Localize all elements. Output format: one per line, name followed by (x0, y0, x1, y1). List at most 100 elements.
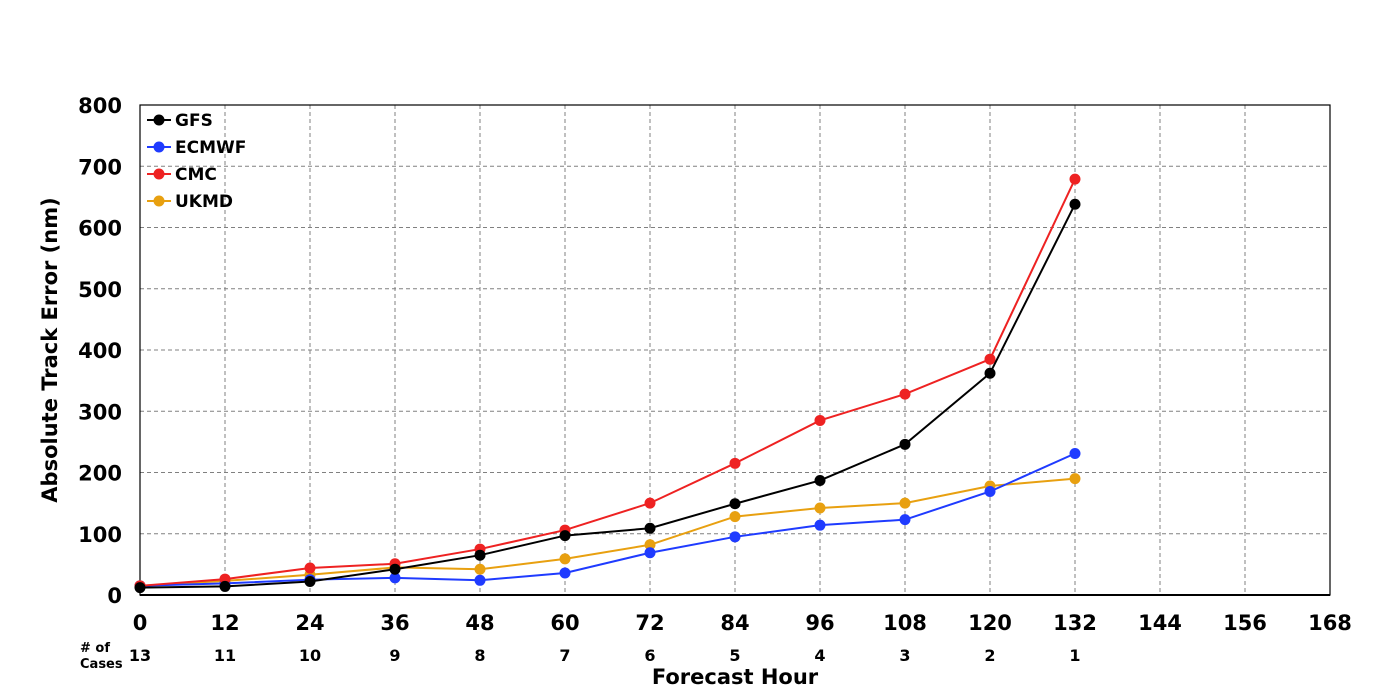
series-ecmwf (134, 448, 1081, 592)
data-point-cmc (899, 388, 911, 400)
x-tick-label: 72 (635, 611, 664, 635)
data-point-gfs (899, 438, 911, 450)
data-point-gfs (644, 522, 656, 534)
data-point-gfs (984, 367, 996, 379)
legend-item-ukmd: UKMD (147, 192, 233, 212)
y-tick-label: 500 (78, 278, 122, 302)
case-count: 4 (814, 646, 825, 665)
data-point-ukmd (1069, 473, 1081, 485)
cases-label-line2: Cases (80, 657, 123, 672)
case-count: 6 (644, 646, 655, 665)
y-tick-label: 400 (78, 339, 122, 363)
series-cmc (134, 173, 1081, 592)
data-point-ukmd (899, 497, 911, 509)
data-point-ukmd (559, 553, 571, 565)
series-layer (134, 173, 1081, 594)
data-point-ukmd (814, 502, 826, 514)
series-line-ecmwf (139, 452, 1076, 587)
x-tick-label: 108 (883, 611, 927, 635)
y-tick-label: 300 (78, 400, 122, 424)
data-point-gfs (134, 582, 146, 594)
x-tick-label: 156 (1223, 611, 1267, 635)
series-line-cmc (139, 178, 1076, 587)
data-point-ecmwf (1069, 448, 1081, 460)
case-count: 3 (899, 646, 910, 665)
cases-label: # of (80, 641, 110, 656)
legend: GFS ECMWF CMC UKMD (147, 111, 246, 212)
y-tick-label: 700 (78, 155, 122, 179)
x-tick-label: 0 (133, 611, 148, 635)
x-tick-label: 84 (720, 611, 749, 635)
data-point-gfs (1069, 198, 1081, 210)
y-tick-label: 800 (78, 94, 122, 118)
y-tick-label: 600 (78, 217, 122, 241)
series-line-gfs (139, 203, 1076, 589)
data-point-gfs (559, 530, 571, 542)
data-point-ecmwf (814, 519, 826, 531)
legend-marker (153, 114, 165, 126)
x-tick-label: 168 (1308, 611, 1352, 635)
legend-marker (153, 195, 165, 207)
data-point-cmc (814, 414, 826, 426)
data-point-ecmwf (729, 531, 741, 543)
data-point-cmc (729, 457, 741, 469)
series-line-ukmd (139, 477, 1076, 587)
case-count: 5 (729, 646, 740, 665)
data-point-ecmwf (389, 572, 401, 584)
x-tick-label: 60 (550, 611, 579, 635)
legend-label: ECMWF (175, 138, 246, 158)
case-count: 11 (214, 646, 236, 665)
legend-marker (153, 168, 165, 180)
data-point-ecmwf (559, 567, 571, 579)
legend-marker (153, 141, 165, 153)
legend-label: CMC (175, 165, 217, 185)
x-tick-label: 36 (380, 611, 409, 635)
legend-item-gfs: GFS (147, 111, 213, 131)
y-tick-label: 100 (78, 523, 122, 547)
data-point-ukmd (729, 511, 741, 523)
y-tick-labels: 0 100 200 300 400 500 600 700 800 (78, 94, 122, 608)
data-point-ecmwf (474, 574, 486, 586)
legend-label: UKMD (175, 192, 233, 212)
x-tick-label: 12 (210, 611, 239, 635)
x-tick-label: 120 (968, 611, 1012, 635)
case-count: 7 (559, 646, 570, 665)
legend-label: GFS (175, 111, 213, 131)
case-count: 9 (389, 646, 400, 665)
case-count: 13 (129, 646, 151, 665)
x-tick-label: 24 (295, 611, 324, 635)
y-tick-label: 0 (107, 584, 122, 608)
data-point-cmc (304, 562, 316, 574)
case-count: 10 (299, 646, 321, 665)
data-point-gfs (389, 563, 401, 575)
cases-row: # of Cases 13 11 10 9 8 7 6 5 4 3 2 1 (80, 641, 1081, 672)
x-tick-label: 144 (1138, 611, 1182, 635)
data-point-gfs (219, 580, 231, 592)
data-point-ukmd (644, 539, 656, 551)
data-point-gfs (814, 474, 826, 486)
x-axis-title: Forecast Hour (652, 665, 819, 689)
x-tick-labels: 0 12 24 36 48 60 72 84 96 108 120 132 144 156 168 (133, 611, 1352, 635)
x-tick-label: 48 (465, 611, 494, 635)
data-point-ecmwf (644, 547, 656, 559)
data-point-gfs (729, 498, 741, 510)
x-tick-label: 96 (805, 611, 834, 635)
x-tick-label: 132 (1053, 611, 1097, 635)
data-point-cmc (1069, 173, 1081, 185)
y-axis-title: Absolute Track Error (nm) (38, 197, 62, 502)
data-point-cmc (984, 353, 996, 365)
case-count: 8 (474, 646, 485, 665)
series-gfs (134, 198, 1081, 594)
legend-item-cmc: CMC (147, 165, 217, 185)
y-tick-label: 200 (78, 462, 122, 486)
data-point-gfs (304, 576, 316, 588)
data-point-cmc (644, 497, 656, 509)
data-point-ecmwf (984, 485, 996, 497)
data-point-ecmwf (899, 514, 911, 526)
data-point-gfs (474, 549, 486, 561)
legend-item-ecmwf: ECMWF (147, 138, 246, 158)
case-count: 1 (1069, 646, 1080, 665)
data-point-ukmd (474, 563, 486, 575)
case-count: 2 (984, 646, 995, 665)
